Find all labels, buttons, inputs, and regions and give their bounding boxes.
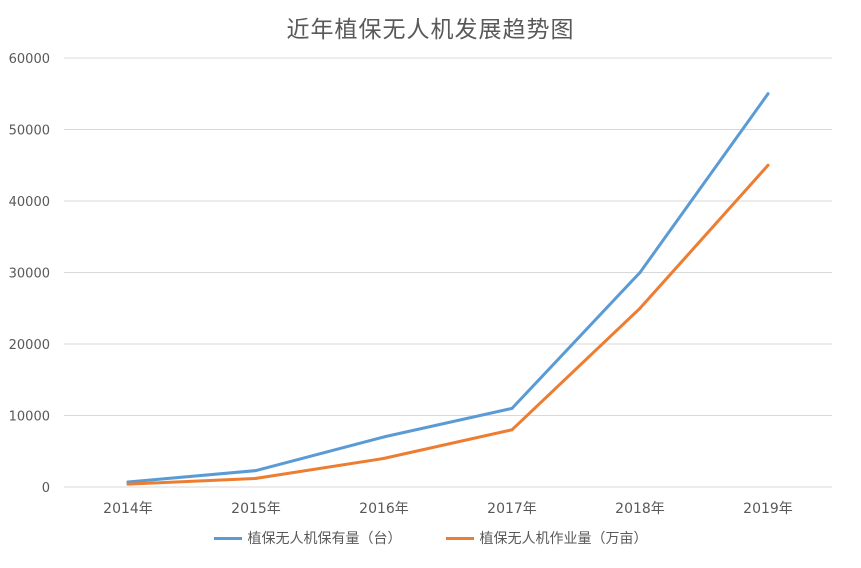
y-tick-label-60000: 60000 [9, 52, 50, 67]
chart-title: 近年植保无人机发展趋势图 [286, 17, 575, 43]
x-tick-label-4: 2018年 [615, 501, 665, 517]
series-0-point-4 [638, 271, 642, 274]
legend-item-workload: 植保无人机作业量（万亩） [445, 528, 648, 548]
series-1-point-0 [126, 482, 130, 486]
series-1-point-4 [638, 306, 642, 310]
series-1-point-3 [510, 428, 514, 432]
series-0-point-3 [510, 406, 514, 410]
series-0-point-2 [382, 435, 386, 439]
x-tick-label-3: 2017年 [487, 501, 537, 517]
series-1-point-2 [382, 456, 386, 460]
y-tick-label-10000: 10000 [9, 410, 50, 425]
x-tick-label-1: 2015年 [231, 501, 281, 517]
series-lines [126, 92, 770, 486]
y-tick-label-50000: 50000 [9, 124, 50, 139]
legend-label-holdings: 植保无人机保有量（台） [247, 531, 402, 547]
y-tick-label-0: 0 [42, 481, 50, 496]
gridlines [64, 57, 832, 488]
y-tick-label-30000: 30000 [9, 267, 50, 282]
legend-label-workload: 植保无人机作业量（万亩） [479, 531, 648, 547]
series-1-point-1 [254, 476, 258, 480]
y-axis-tick-labels: 0 10000 20000 30000 40000 50000 60000 [9, 52, 50, 496]
legend-swatch-holdings [213, 536, 242, 540]
legend-swatch-workload [445, 536, 474, 540]
series-line-1 [126, 163, 770, 486]
legend: 植保无人机保有量（台） 植保无人机作业量（万亩） [0, 528, 861, 548]
x-tick-label-5: 2019年 [743, 501, 793, 517]
series-1-point-5 [766, 163, 770, 167]
x-tick-label-0: 2014年 [103, 501, 153, 517]
y-tick-label-40000: 40000 [9, 195, 50, 210]
series-0-point-1 [254, 469, 258, 473]
y-tick-label-20000: 20000 [9, 338, 50, 353]
x-axis-tick-labels: 2014年 2015年 2016年 2017年 2018年 2019年 [103, 501, 793, 517]
series-line-0 [126, 92, 770, 484]
series-0-point-5 [766, 92, 770, 96]
x-tick-label-2: 2016年 [359, 501, 409, 517]
legend-item-holdings: 植保无人机保有量（台） [213, 528, 402, 548]
